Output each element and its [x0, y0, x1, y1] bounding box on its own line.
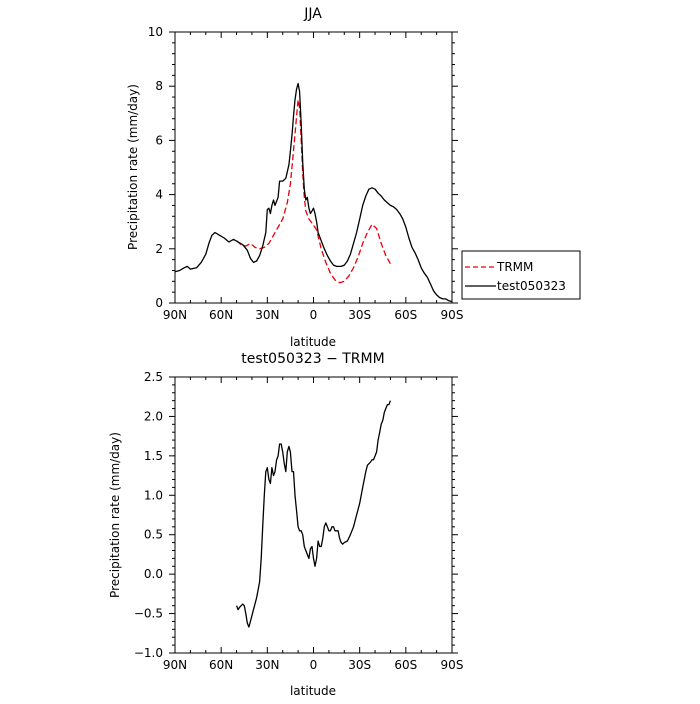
y-tick-label: 0.0	[144, 567, 163, 581]
panel-2-x-axis-label: latitude	[290, 684, 336, 698]
x-tick-label: 30N	[255, 308, 279, 322]
y-tick-label: 1.5	[144, 449, 163, 463]
y-tick-label: 8	[155, 79, 163, 93]
series-line-trmm	[236, 99, 391, 284]
panel-2-title: test050323 − TRMM	[241, 351, 384, 367]
x-tick-label: 60S	[394, 658, 417, 672]
x-tick-label: 30N	[255, 658, 279, 672]
x-tick-label: 90N	[163, 308, 187, 322]
x-tick-label: 60S	[394, 308, 417, 322]
panel-1-ticks: 90N 60N 30N 0 30S 60S 90S 0 2 4 6 8 10	[148, 25, 464, 322]
y-tick-label: 6	[155, 133, 163, 147]
legend-label-trmm: TRMM	[496, 260, 533, 274]
y-tick-label: −0.5	[134, 607, 163, 621]
y-tick-label: 1.0	[144, 488, 163, 502]
y-tick-label: 0	[155, 296, 163, 310]
y-tick-label: 2.5	[144, 370, 163, 384]
panel-1-title: JJA	[303, 6, 322, 22]
x-tick-label: 90S	[441, 658, 464, 672]
panel-2-y-axis-label: Precipitation rate (mm/day)	[108, 432, 122, 598]
y-tick-label: −1.0	[134, 646, 163, 660]
legend-box	[461, 250, 581, 300]
legend-label-test050323: test050323	[497, 279, 566, 293]
x-tick-label: 60N	[209, 308, 233, 322]
x-tick-label: 90S	[441, 308, 464, 322]
x-tick-label: 60N	[209, 658, 233, 672]
legend: TRMM test050323	[461, 250, 581, 300]
panel-2-frame	[174, 376, 453, 654]
panel-1-lines	[174, 82, 453, 303]
y-tick-label: 2.0	[144, 409, 163, 423]
x-tick-label: 30S	[348, 308, 371, 322]
series-line-test050323	[174, 82, 453, 303]
difference-panel: test050323 − TRMM 90N 60N 30N 0 30S 60S 90S −1.…	[108, 351, 463, 698]
x-tick-label: 90N	[163, 658, 187, 672]
x-tick-label: 0	[310, 308, 318, 322]
y-tick-label: 0.5	[144, 528, 163, 542]
panel-2-lines	[235, 400, 392, 628]
panel-1-x-axis-label: latitude	[290, 335, 336, 349]
x-tick-label: 30S	[348, 658, 371, 672]
x-tick-label: 0	[310, 658, 318, 672]
panel-2-ticks: 90N 60N 30N 0 30S 60S 90S −1.0 −0.5 0.0 0.5 1.0 1.5 2…	[134, 370, 464, 672]
y-tick-label: 10	[148, 25, 163, 39]
y-tick-label: 4	[155, 188, 163, 202]
panel-1-y-axis-label: Precipitation rate (mm/day)	[126, 84, 140, 250]
y-tick-label: 2	[155, 242, 163, 256]
panel-1-frame	[174, 31, 453, 304]
series-line-difference	[235, 400, 392, 628]
